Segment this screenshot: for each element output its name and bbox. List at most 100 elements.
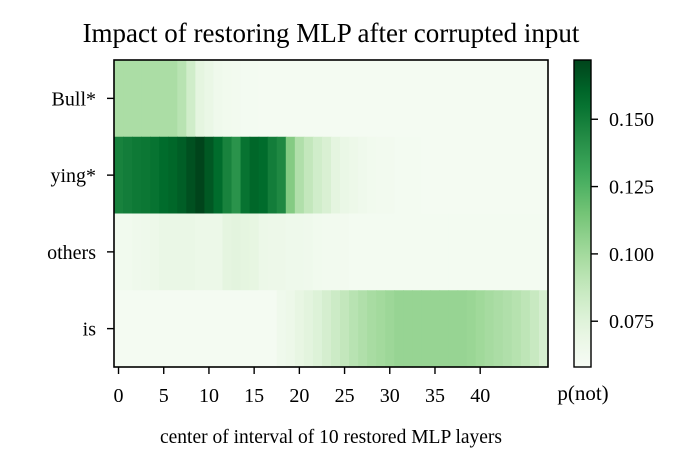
heatmap-cell xyxy=(340,60,350,138)
heatmap-cell xyxy=(150,60,160,138)
heatmap-cell xyxy=(475,136,486,215)
heatmap-cell xyxy=(294,290,305,368)
heatmap-cell xyxy=(312,213,323,291)
heatmap-cell xyxy=(376,290,386,368)
heatmap-cell xyxy=(439,136,450,215)
heatmap-cell xyxy=(385,60,395,138)
heatmap-cell xyxy=(376,60,386,138)
heatmap-cell xyxy=(421,213,432,291)
heatmap-cell xyxy=(249,60,260,138)
x-tick-label: 25 xyxy=(335,385,355,407)
heatmap-cell xyxy=(493,213,504,291)
heatmap-cell xyxy=(132,60,142,138)
heatmap-cell xyxy=(340,213,350,291)
heatmap-cell xyxy=(511,60,522,138)
heatmap-cell xyxy=(520,290,531,368)
heatmap-cell xyxy=(331,136,341,215)
x-tick-label: 5 xyxy=(159,385,169,407)
heatmap-cell xyxy=(159,290,169,368)
heatmap-cell xyxy=(358,290,368,368)
heatmap-cell xyxy=(168,290,178,368)
heatmap-cell xyxy=(484,290,495,368)
heatmap-cell xyxy=(123,60,133,138)
heatmap-cell xyxy=(267,290,278,368)
heatmap-cells xyxy=(114,60,549,368)
heatmap-cell xyxy=(204,136,215,215)
heatmap-cell xyxy=(358,60,368,138)
heatmap-cell xyxy=(358,136,368,215)
heatmap-cell xyxy=(538,136,549,215)
x-tick-label: 30 xyxy=(380,385,400,407)
heatmap-cell xyxy=(303,60,314,138)
heatmap-cell xyxy=(367,290,377,368)
heatmap-cell xyxy=(249,136,260,215)
heatmap-cell xyxy=(448,60,459,138)
heatmap-cell xyxy=(276,136,287,215)
heatmap-cell xyxy=(331,290,341,368)
heatmap-cell xyxy=(349,290,359,368)
heatmap-cell xyxy=(150,213,160,291)
heatmap-cell xyxy=(204,290,215,368)
x-tick-label: 15 xyxy=(244,385,264,407)
heatmap-cell xyxy=(249,290,260,368)
heatmap-cell xyxy=(222,213,233,291)
heatmap-cell xyxy=(421,290,432,368)
heatmap-cell xyxy=(132,213,142,291)
heatmap-cell xyxy=(430,60,441,138)
heatmap-cell xyxy=(231,136,242,215)
heatmap-cell xyxy=(123,290,133,368)
heatmap-cell xyxy=(267,60,278,138)
heatmap-cell xyxy=(349,213,359,291)
heatmap-cell xyxy=(502,60,513,138)
heatmap-cell xyxy=(240,60,251,138)
heatmap-cell xyxy=(141,213,151,291)
x-tick-label: 10 xyxy=(199,385,219,407)
heatmap-cell xyxy=(231,213,242,291)
y-tick-label: ying* xyxy=(50,165,96,187)
heatmap-cell xyxy=(159,60,169,138)
heatmap-cell xyxy=(141,290,151,368)
heatmap-cell xyxy=(502,290,513,368)
heatmap-cell xyxy=(177,136,187,215)
heatmap-cell xyxy=(258,290,269,368)
heatmap-cell xyxy=(285,136,296,215)
heatmap-cell xyxy=(312,290,323,368)
colorbar-tick-label: 0.150 xyxy=(609,109,654,131)
heatmap-cell xyxy=(321,290,332,368)
heatmap-cell xyxy=(412,290,423,368)
heatmap-cell xyxy=(285,213,296,291)
chart-title: Impact of restoring MLP after corrupted … xyxy=(83,18,580,48)
heatmap-cell xyxy=(114,213,124,291)
heatmap-cell xyxy=(331,213,341,291)
colorbar xyxy=(573,59,592,368)
y-tick-label: others xyxy=(47,242,96,264)
heatmap-cell xyxy=(349,60,359,138)
heatmap-cell xyxy=(529,60,540,138)
heatmap-cell xyxy=(475,213,486,291)
heatmap-cell xyxy=(195,60,206,138)
heatmap-cell xyxy=(213,60,224,138)
heatmap-cell xyxy=(159,136,169,215)
heatmap-cell xyxy=(394,290,404,368)
heatmap-cell xyxy=(385,213,395,291)
heatmap-cell xyxy=(412,60,423,138)
heatmap-cell xyxy=(412,136,423,215)
x-tick-label: 0 xyxy=(114,385,124,407)
heatmap-cell xyxy=(466,136,477,215)
heatmap-cell xyxy=(231,60,242,138)
heatmap-cell xyxy=(195,290,206,368)
heatmap-cell xyxy=(475,290,486,368)
heatmap-cell xyxy=(303,136,314,215)
heatmap-cell xyxy=(204,213,215,291)
heatmap-cell xyxy=(204,60,215,138)
heatmap-cell xyxy=(321,136,332,215)
heatmap-cell xyxy=(394,213,404,291)
heatmap-cell xyxy=(448,290,459,368)
heatmap-cell xyxy=(177,290,187,368)
heatmap-cell xyxy=(529,136,540,215)
colorbar-label: p(not) xyxy=(557,381,608,405)
heatmap-cell xyxy=(493,60,504,138)
heatmap-cell xyxy=(285,290,296,368)
heatmap-cell xyxy=(249,213,260,291)
y-tick-label: Bull* xyxy=(52,88,96,110)
